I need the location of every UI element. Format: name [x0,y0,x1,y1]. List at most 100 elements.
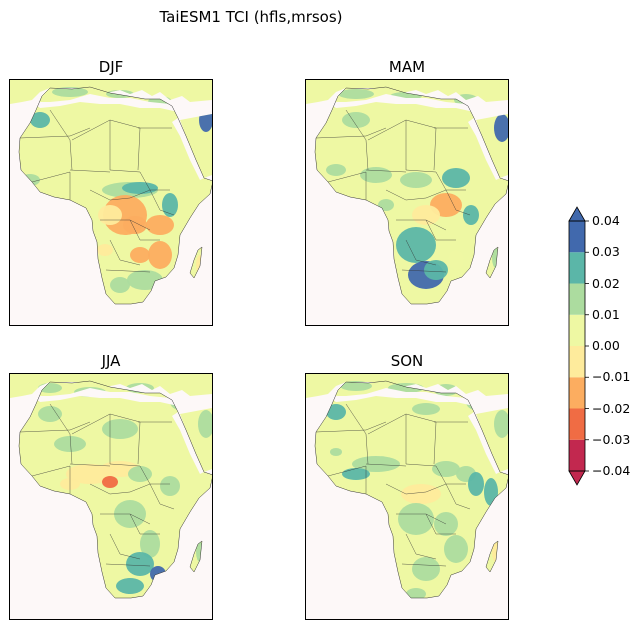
tci-patch [130,247,150,263]
country-border [401,269,447,273]
country-border [149,189,175,216]
country-border [405,239,437,266]
tci-patch [338,89,374,99]
country-border [327,465,367,494]
coastline [314,380,508,599]
map-svg-jja [10,374,212,619]
map-panel-djf [9,79,213,326]
country-border [315,421,387,433]
tci-patch [352,456,400,472]
tci-patch [326,164,346,176]
tci-patch [330,448,342,456]
country-border [405,463,447,485]
country-border [69,169,111,173]
country-border [405,169,447,191]
map-svg-mam [306,80,508,325]
colorbar-extend-max [568,206,586,222]
map-panel-son [305,373,509,620]
country-border [401,563,447,567]
land-africa [315,87,508,304]
colorbar-tick-label: 0.00 [592,338,620,353]
tci-patch [140,530,160,558]
colorbar-tick-label: 0.01 [592,306,620,322]
country-border [49,109,73,171]
tci-patch [494,114,508,142]
tci-patch [442,168,470,188]
tci-patch [401,484,441,504]
country-border [31,465,71,494]
tci-patch [400,172,432,188]
country-border [405,533,437,560]
country-border [129,513,160,535]
country-border [445,189,471,216]
country-border [109,533,141,560]
country-border [105,563,151,567]
colorbar-tick-label: −0.02 [592,400,631,416]
tci-patch [412,205,440,225]
tci-patch [128,466,152,482]
mediterranean-sea [32,94,178,112]
coastline-madagascar [485,540,499,573]
panel-title-jja: JJA [101,352,121,370]
tci-patch [432,461,460,477]
tci-patch [468,472,484,496]
figure-title: TaiESM1 TCI (hfls,mrsos) [159,8,343,26]
colorbar-tick-label: 0.03 [592,244,620,260]
country-border [327,171,367,200]
country-border [385,483,427,495]
country-borders [19,109,175,273]
tci-patch [398,503,434,535]
land-europe [10,80,212,104]
country-border [385,189,427,201]
mediterranean-sea [328,94,474,112]
tci-patch [123,216,147,234]
coastline-madagascar [189,246,203,279]
land-europe [10,374,212,398]
map-panel-mam [305,79,509,326]
colorbar-tick-label: 0.02 [592,275,620,291]
country-border [69,463,111,467]
country-border [109,169,151,191]
land-madagascar [190,247,202,278]
coastline [18,380,212,599]
tci-patch [412,557,440,581]
tci-patch [116,578,144,594]
tci-patch [342,112,370,128]
map-panel-jja [9,373,213,620]
colorbar-segment [569,408,585,440]
tci-patch [52,87,88,97]
red-sea [468,412,500,474]
panel-title-mam: MAM [388,58,426,76]
country-border [445,483,471,510]
country-border [425,513,456,535]
tci-patch [424,260,448,280]
tci-patch [30,112,50,128]
country-border [49,403,73,465]
tci-patch [148,241,172,269]
tci-patch [494,410,508,438]
colorbar-tick-label: −0.01 [592,369,631,385]
tci-patch [340,381,372,391]
country-border [365,169,407,173]
tci-patch [54,436,86,452]
country-border [31,171,71,200]
country-border [109,239,141,266]
tci-patch [162,193,178,217]
country-borders [315,109,471,273]
tci-patch [463,205,479,225]
tci-patch [98,205,122,225]
colorbar [568,206,589,486]
red-sea [468,118,500,180]
tci-patch [97,244,113,256]
colorbar-segment [569,439,585,471]
colorbar-segment [569,283,585,315]
colorbar-segment [569,314,585,346]
land-africa [19,381,212,598]
country-borders [315,403,471,567]
tci-patch [122,182,158,194]
tci-patch [126,552,154,576]
tci-patch [198,410,212,438]
tci-patch [102,476,118,488]
country-border [345,403,369,465]
country-border [19,421,91,433]
